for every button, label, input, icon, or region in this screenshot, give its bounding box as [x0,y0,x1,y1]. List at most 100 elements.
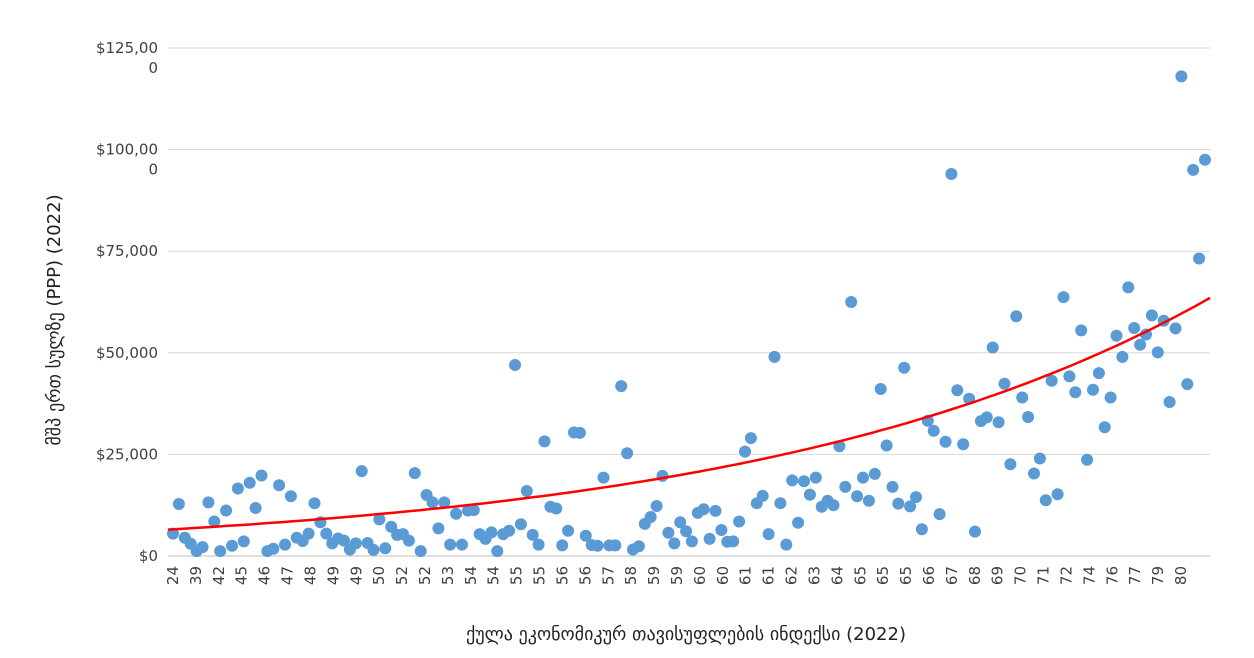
data-point [798,475,810,488]
data-point [809,471,822,484]
x-tick-label: 59 [668,566,686,585]
data-point [1181,378,1194,391]
data-point [904,500,917,513]
data-points [167,70,1211,558]
data-point [520,485,533,497]
x-tick-label: 76 [1103,566,1121,585]
x-tick-label: 53 [439,566,457,585]
data-point [892,497,905,510]
data-point [308,497,321,510]
data-point [538,435,551,448]
data-point [762,528,775,541]
x-tick-label: 54 [462,566,480,585]
data-point [880,439,893,452]
x-tick-label: 70 [1012,566,1030,585]
data-point [1087,383,1099,396]
data-point [426,496,439,509]
data-point [302,527,315,540]
data-point [1128,322,1141,334]
data-point [786,474,799,487]
data-point [526,528,539,541]
data-point [284,490,297,503]
data-point [674,516,687,529]
x-tick-label: 67 [943,566,961,585]
y-tick-label: $0 [139,547,158,565]
x-tick-label: 56 [554,566,572,585]
data-point [237,535,250,548]
data-point [845,296,858,308]
x-tick-label: 52 [393,566,411,585]
x-tick-label: 69 [989,566,1007,585]
x-tick-label: 48 [302,566,320,585]
data-point [202,496,215,509]
data-point [1022,411,1035,423]
data-point [279,538,291,551]
data-point [857,471,869,484]
x-tick-label: 60 [691,566,709,585]
data-point [915,523,928,536]
data-point [1063,370,1076,383]
data-point [650,500,663,512]
data-point [402,534,415,547]
y-tick-label: $25,000 [96,445,158,463]
y-tick-label: $100,00 0 [96,141,158,179]
x-tick-label: 64 [828,566,846,585]
x-tick-label: 79 [1149,566,1167,585]
x-tick-label: 47 [279,566,297,585]
data-point [467,504,480,517]
data-point [951,384,964,397]
data-point [969,525,981,538]
data-point [1098,421,1111,434]
data-point [862,494,875,507]
x-tick-label: 56 [576,566,594,585]
data-point [208,515,221,528]
data-point [226,539,238,552]
data-point [231,482,244,495]
data-point [509,359,521,371]
x-tick-label: 46 [256,566,274,585]
data-point [933,508,946,521]
data-point [851,490,864,503]
data-point [1163,396,1176,408]
data-point [998,377,1011,390]
gridlines [168,47,1210,557]
data-point [1004,458,1017,471]
data-point [450,507,463,520]
data-point [768,350,781,363]
x-tick-label: 62 [783,566,801,585]
data-point [1075,324,1088,337]
data-point [615,380,628,393]
data-point [1069,386,1082,399]
data-point [550,502,563,515]
data-point [868,467,881,480]
data-point [255,469,268,482]
data-point [709,504,722,517]
data-point [172,498,185,510]
data-point [733,515,746,528]
data-point [656,469,669,482]
data-point [562,524,575,537]
data-point [697,503,710,516]
data-point [910,491,922,504]
data-point [1175,70,1188,83]
data-point [727,535,740,548]
x-tick-label: 59 [645,566,663,585]
data-point [1134,338,1147,351]
data-point [320,527,333,540]
x-axis-tick-labels: 24 39 42 45 46 47 48 49 49 50 52 52 53 54 54 55 55 56 56 57… [164,566,1190,585]
data-point [503,524,516,537]
data-point [243,476,256,489]
data-point [774,497,787,510]
x-axis-title: ქულა ეკონომიკურ თავისუფლების ინდექსი (20… [466,624,906,645]
data-point [1145,309,1158,322]
data-point [491,545,504,558]
data-point [1122,281,1135,294]
x-tick-label: 50 [370,566,388,585]
data-point [591,539,604,552]
x-tick-label: 57 [599,566,617,585]
data-point [1104,391,1117,404]
x-tick-label: 52 [416,566,434,585]
data-point [939,435,952,448]
